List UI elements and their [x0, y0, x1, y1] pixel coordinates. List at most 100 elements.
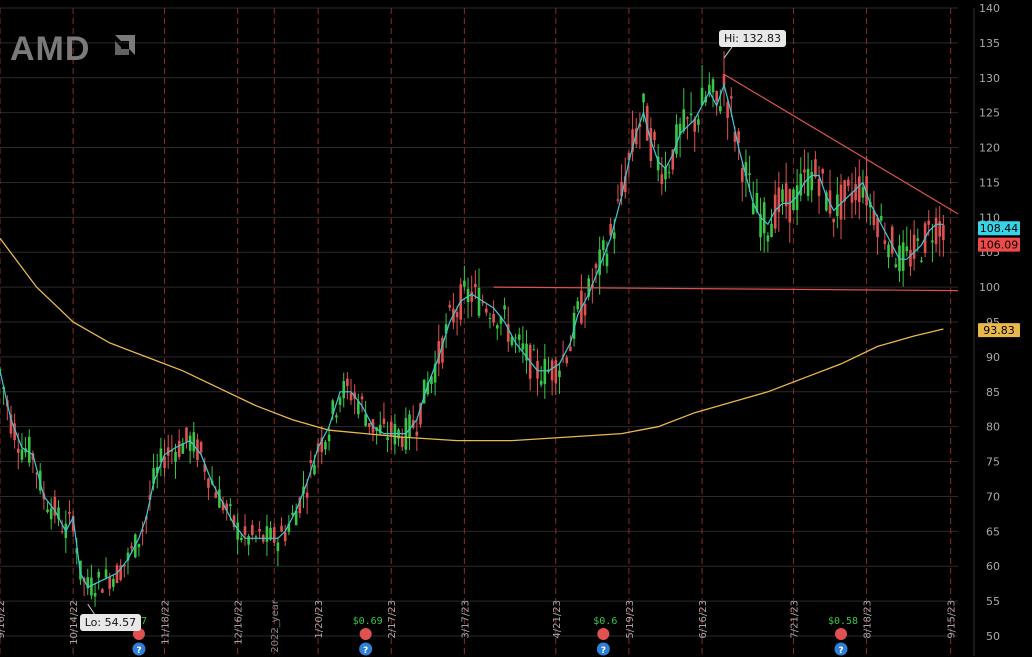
x-tick-label: 3/17/23	[460, 600, 471, 639]
x-tick-label: 5/19/23	[625, 600, 636, 639]
candle-body	[477, 288, 481, 316]
candle-body	[689, 113, 693, 116]
candle-body	[485, 308, 488, 313]
candle-body	[697, 119, 700, 125]
candle-body	[470, 291, 473, 302]
x-tick-label: 1/20/23	[314, 600, 325, 639]
candle-body	[762, 202, 766, 234]
candle-body	[0, 368, 2, 372]
dividend-label: $0.58	[828, 616, 858, 627]
candle-body	[20, 449, 24, 460]
candle-body	[492, 313, 495, 323]
x-tick-label: 2022_year	[270, 599, 281, 653]
candle-body	[408, 414, 411, 438]
candle-body	[35, 473, 38, 475]
candle-body	[335, 415, 338, 418]
candle-body	[784, 183, 788, 207]
candle-body	[283, 532, 287, 542]
candle-body	[920, 260, 923, 262]
candle-body	[357, 401, 360, 415]
candle-body	[192, 432, 196, 452]
candle-body	[382, 418, 386, 424]
y-tick-label: 100	[979, 281, 1000, 294]
candle-body	[766, 235, 770, 242]
candle-body	[755, 193, 759, 212]
candle-body	[605, 253, 609, 267]
candle-body	[916, 238, 920, 241]
candle-body	[331, 400, 335, 415]
candle-body	[817, 178, 821, 196]
dividend-icon	[834, 628, 847, 640]
candle-body	[119, 565, 122, 580]
candle-body	[627, 152, 631, 160]
candle-body	[250, 525, 254, 536]
candle-body	[711, 79, 715, 93]
candle-body	[854, 184, 857, 201]
candle-body	[821, 169, 825, 174]
candle-body	[13, 423, 16, 441]
candle-body	[400, 437, 404, 447]
x-tick-label: 10/14/22	[69, 600, 80, 645]
candle-body	[214, 492, 218, 498]
candle-body	[686, 117, 689, 120]
candle-body	[137, 543, 141, 548]
candle-body	[781, 189, 784, 202]
last-close-price-tag	[978, 221, 1020, 236]
candle-body	[163, 456, 166, 469]
candle-body	[188, 435, 192, 451]
candle-body	[177, 440, 181, 457]
y-tick-label: 60	[986, 560, 1000, 573]
candle-body	[324, 441, 327, 450]
horizontal-support-trendline	[493, 286, 959, 292]
candle-body	[594, 264, 598, 269]
candle-body	[305, 492, 309, 498]
candle-body	[532, 349, 536, 351]
earnings-icon-glyph: ?	[601, 646, 606, 656]
candle-body	[839, 184, 843, 220]
candle-body	[850, 192, 854, 203]
amd-logo-icon	[115, 35, 135, 55]
earnings-icon-glyph: ?	[363, 646, 368, 656]
candle-body	[466, 288, 470, 303]
last-price-price-label: 106.09	[980, 239, 1019, 252]
candle-body	[346, 378, 349, 386]
earnings-icon	[596, 642, 610, 656]
candle-body	[368, 423, 371, 427]
candle-body	[740, 167, 744, 182]
candle-body	[788, 189, 792, 223]
candle-body	[101, 589, 104, 593]
candle-body	[865, 176, 868, 206]
candle-body	[280, 525, 283, 532]
candle-body	[503, 305, 506, 310]
candle-body	[265, 526, 269, 542]
candle-body	[199, 442, 203, 453]
y-tick-label: 110	[979, 211, 1000, 224]
candle-body	[155, 466, 159, 474]
candle-body	[159, 448, 163, 463]
candle-body	[634, 128, 638, 145]
candle-body	[419, 402, 422, 425]
candle-body	[181, 443, 185, 454]
candle-body	[576, 301, 580, 310]
candle-body	[327, 434, 331, 442]
dividend-label: $0.6	[593, 616, 617, 627]
candle-body	[814, 159, 817, 177]
candle-body	[554, 360, 558, 384]
candle-body	[141, 529, 144, 532]
candle-body	[444, 324, 448, 334]
candle-body	[338, 397, 342, 405]
candle-body	[795, 185, 799, 210]
y-tick-label: 115	[979, 176, 1000, 189]
candle-body	[441, 337, 444, 363]
candle-body	[664, 166, 667, 180]
y-tick-label: 50	[986, 630, 1000, 643]
earnings-icon	[834, 642, 848, 656]
candle-body	[49, 508, 53, 520]
candle-body	[174, 451, 177, 462]
candle-body	[232, 515, 236, 527]
candle-body	[770, 223, 773, 237]
candle-body	[97, 571, 101, 578]
candle-body	[536, 360, 539, 379]
candle-body	[879, 216, 883, 221]
